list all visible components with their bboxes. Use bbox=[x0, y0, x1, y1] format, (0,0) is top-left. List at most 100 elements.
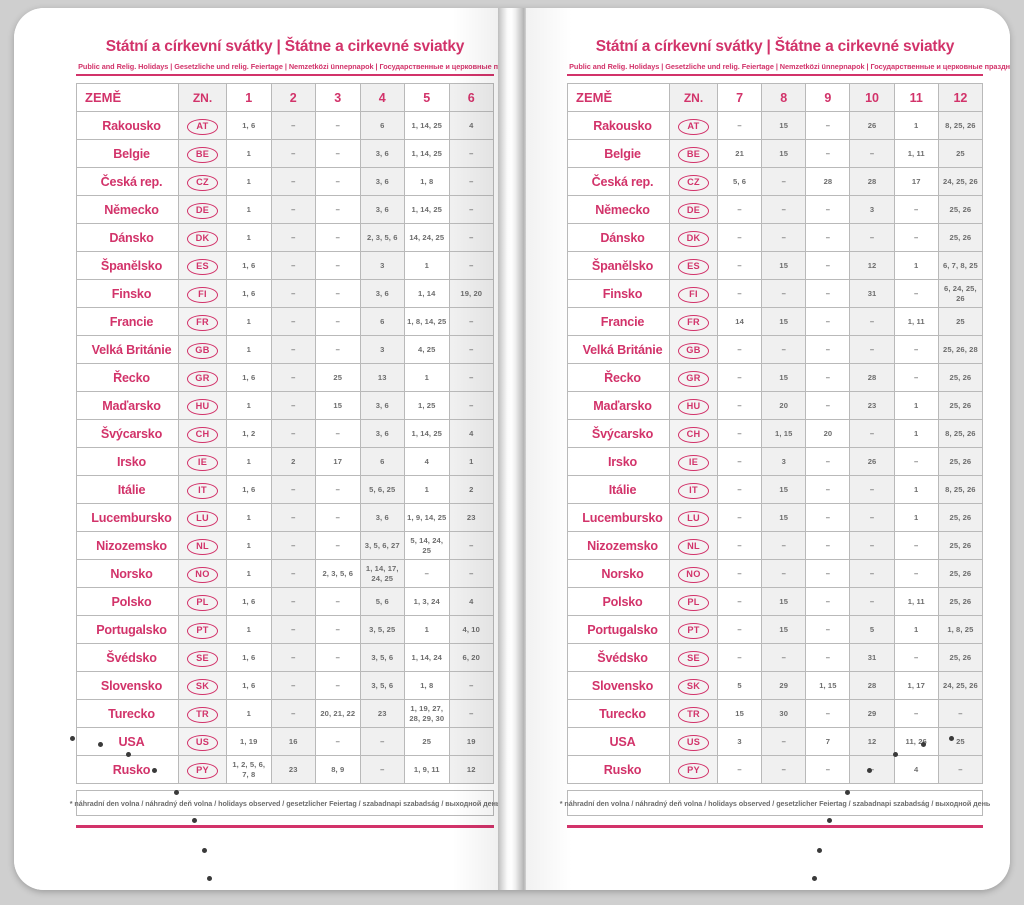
holiday-cell: 1, 2, 5, 6, 7, 8 bbox=[226, 755, 272, 784]
page-title: Státní a církevní svátky | Štátne a cirk… bbox=[105, 38, 465, 55]
holiday-cell: 3, 6 bbox=[359, 391, 405, 420]
book-spread: Státní a církevní svátky | Štátne a cirk… bbox=[14, 8, 1010, 890]
country-code-badge: DK bbox=[187, 231, 218, 247]
holiday-cell: – bbox=[805, 699, 851, 728]
holiday-cell: 20 bbox=[761, 391, 807, 420]
holiday-cell: – bbox=[805, 223, 851, 252]
holiday-cell: 1 bbox=[893, 503, 939, 532]
country-name: Španělsko bbox=[567, 251, 670, 280]
page-subtitle: Public and Relig. Holidays | Gesetzliche… bbox=[78, 62, 532, 71]
holiday-cell: 1, 14, 25 bbox=[404, 419, 450, 448]
country-code-cell: US bbox=[669, 727, 718, 756]
holiday-cell: 1, 15 bbox=[761, 419, 807, 448]
holiday-cell: 7 bbox=[805, 727, 851, 756]
holiday-cell: 1 bbox=[448, 447, 494, 476]
country-code-cell: BE bbox=[669, 139, 718, 168]
column-header-month-11: 11 bbox=[893, 83, 939, 112]
column-header-month-12: 12 bbox=[937, 83, 984, 112]
country-code-cell: FR bbox=[669, 307, 718, 336]
country-code-cell: HU bbox=[669, 391, 718, 420]
country-code-badge: ES bbox=[678, 259, 709, 275]
holiday-cell: 1 bbox=[226, 307, 272, 336]
country-name: Francie bbox=[567, 307, 670, 336]
country-code-cell: AT bbox=[178, 111, 227, 140]
holiday-cell: – bbox=[805, 559, 851, 588]
holiday-cell: – bbox=[716, 111, 763, 140]
holiday-cell: 1, 15 bbox=[805, 671, 851, 700]
holiday-cell: – bbox=[716, 279, 763, 308]
holiday-cell: 1, 8 bbox=[404, 671, 450, 700]
holiday-cell: – bbox=[716, 531, 763, 560]
table-head: ZEMĚ ZN. 1 2 3 4 5 6 bbox=[76, 83, 494, 112]
country-code-cell: GB bbox=[178, 335, 227, 364]
holiday-cell: 5, 6 bbox=[716, 167, 763, 196]
holiday-cell: 25, 26 bbox=[937, 559, 984, 588]
holiday-cell: 25 bbox=[404, 727, 450, 756]
country-code-badge: CH bbox=[187, 427, 218, 443]
holiday-cell: 25, 26 bbox=[937, 503, 984, 532]
holiday-cell: – bbox=[893, 699, 939, 728]
table-row: Česká rep. CZ 5, 6–28 28 17 24, 25, 26 bbox=[567, 167, 984, 196]
table-row: Itálie IT 1, 6– –5, 6, 25 1 2 bbox=[76, 475, 494, 504]
table-row: Švýcarsko CH –1, 15 20–1 8, 25, 26 bbox=[567, 419, 984, 448]
table-row: Velká Británie GB – – – – –25, 26, 28 bbox=[567, 335, 984, 364]
holiday-cell: 24, 25, 26 bbox=[937, 167, 984, 196]
column-header-country: ZEMĚ bbox=[76, 83, 179, 112]
table-row: Španělsko ES 1, 6– –3 1– bbox=[76, 251, 494, 280]
holiday-cell: – bbox=[893, 279, 939, 308]
holiday-cell: 1, 6 bbox=[226, 363, 272, 392]
holiday-cell: – bbox=[893, 195, 939, 224]
table-body: Rakousko AT –15–26 1 8, 25, 26 Belgie BE 21 15– –… bbox=[567, 111, 984, 784]
holiday-cell: – bbox=[849, 587, 895, 616]
holiday-cell: – bbox=[270, 699, 316, 728]
country-code-cell: ES bbox=[178, 251, 227, 280]
country-code-cell: PY bbox=[178, 755, 227, 784]
table-row: Maďarsko HU –20–23 1 25, 26 bbox=[567, 391, 984, 420]
holiday-cell: – bbox=[805, 279, 851, 308]
holiday-cell: 15 bbox=[315, 391, 361, 420]
country-code-badge: FR bbox=[187, 315, 218, 331]
holiday-cell: 1, 6 bbox=[226, 111, 272, 140]
table-row: Nizozemsko NL 1– –3, 5, 6, 27 5, 14, 24, 25– bbox=[76, 531, 494, 560]
holiday-cell: – bbox=[270, 615, 316, 644]
holiday-cell: – bbox=[270, 111, 316, 140]
holiday-cell: 1, 8, 14, 25 bbox=[404, 307, 450, 336]
holiday-cell: 14, 24, 25 bbox=[404, 223, 450, 252]
country-code-cell: DK bbox=[178, 223, 227, 252]
holiday-cell: 28 bbox=[849, 671, 895, 700]
holiday-cell: – bbox=[805, 755, 851, 784]
country-name: Irsko bbox=[76, 447, 179, 476]
country-code-cell: IE bbox=[178, 447, 227, 476]
page-right-content: Státní a církevní svátky | Štátne a cirk… bbox=[560, 38, 1010, 890]
holiday-cell: 1, 9, 11 bbox=[404, 755, 450, 784]
country-name: Belgie bbox=[567, 139, 670, 168]
table-row: Belgie BE 1– –3, 6 1, 14, 25– bbox=[76, 139, 494, 168]
holiday-cell: 4 bbox=[448, 111, 494, 140]
holiday-table-left: ZEMĚ ZN. 1 2 3 4 5 6 Rakousko AT 1, 6– –6 1, 14, 25… bbox=[76, 83, 494, 784]
country-code-cell: CZ bbox=[669, 167, 718, 196]
column-header-code: ZN. bbox=[178, 83, 227, 112]
holiday-cell: 1, 2 bbox=[226, 419, 272, 448]
holiday-cell: – bbox=[761, 279, 807, 308]
table-row: Polsko PL 1, 6– –5, 6 1, 3, 24 4 bbox=[76, 587, 494, 616]
country-code-badge: PL bbox=[187, 595, 218, 611]
header-row: ZEMĚ ZN. 1 2 3 4 5 6 bbox=[76, 83, 494, 112]
column-header-month-5: 5 bbox=[404, 83, 450, 112]
table-row: Švýcarsko CH 1, 2– –3, 6 1, 14, 25 4 bbox=[76, 419, 494, 448]
holiday-cell: 25 bbox=[937, 727, 984, 756]
holiday-cell: – bbox=[315, 419, 361, 448]
country-code-badge: AT bbox=[187, 119, 218, 135]
holiday-cell: 16 bbox=[270, 727, 316, 756]
holiday-cell: 23 bbox=[359, 699, 405, 728]
holiday-cell: 1, 11 bbox=[893, 307, 939, 336]
holiday-cell: 1, 11 bbox=[893, 587, 939, 616]
holiday-cell: – bbox=[270, 279, 316, 308]
holiday-cell: 12 bbox=[849, 251, 895, 280]
holiday-cell: – bbox=[716, 643, 763, 672]
table-row: Norsko NO – – – – –25, 26 bbox=[567, 559, 984, 588]
holiday-cell: – bbox=[270, 251, 316, 280]
holiday-cell: 12 bbox=[849, 727, 895, 756]
country-code-badge: PY bbox=[678, 763, 709, 779]
country-name: Francie bbox=[76, 307, 179, 336]
country-name: Španělsko bbox=[76, 251, 179, 280]
